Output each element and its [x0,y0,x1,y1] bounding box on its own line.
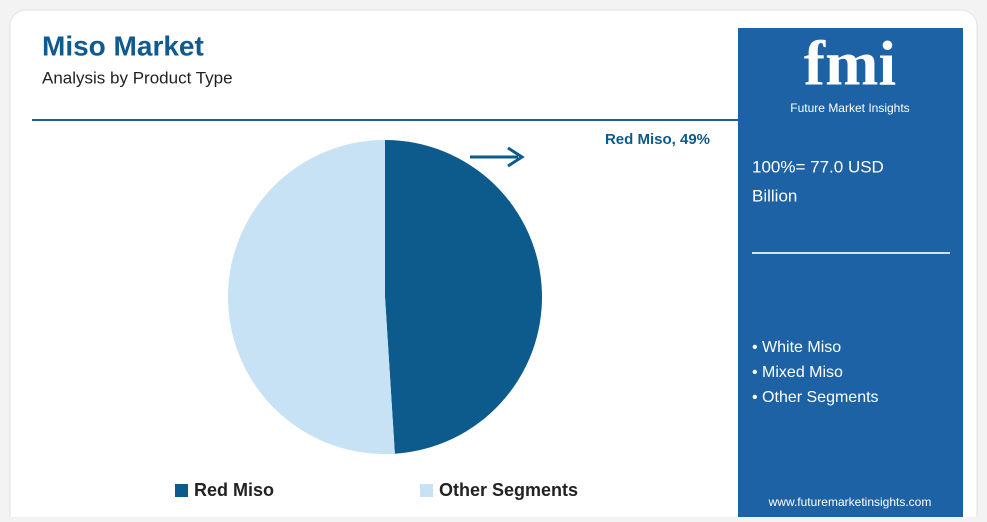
logo: fmi [804,28,896,99]
legend-swatch [175,484,188,497]
legend-label: Other Segments [439,480,578,500]
website: www.futuremarketinsights.com [768,495,932,509]
panel-item: • Mixed Miso [752,364,843,381]
legend-swatch [420,484,433,497]
brand: Future Market Insights [790,101,909,115]
total: 100%= 77.0 USD [752,157,884,176]
arrow-head [507,146,525,168]
total: Billion [752,186,797,205]
panel-item: • Other Segments [752,389,879,406]
legend-label: Red Miso [194,480,274,500]
chart-subtitle: Analysis by Product Type [42,68,233,87]
pie-slice [385,140,542,454]
data-label: Red Miso, 49% [605,131,710,148]
side-panel [738,28,963,517]
chart-title: Miso Market [42,30,204,61]
pie-slice [227,140,395,454]
panel-item: • White Miso [752,339,841,356]
